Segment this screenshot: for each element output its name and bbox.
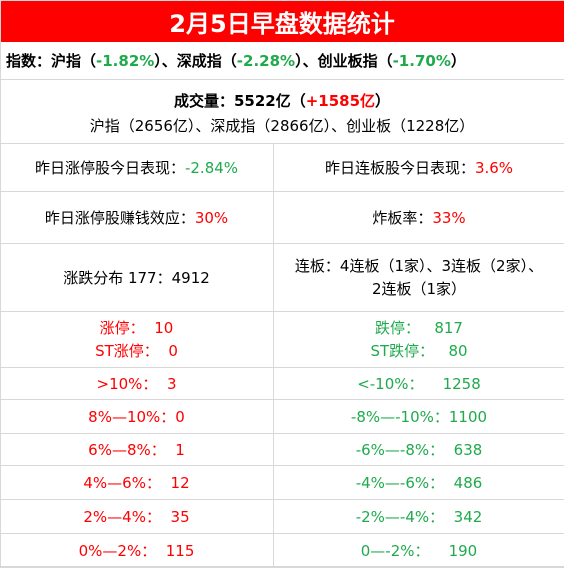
st-limit-down-label: ST跌停： (370, 341, 435, 360)
consecutive-boards: 连板：4连板（1家）、3连板（2家）、 2连板（1家） (274, 244, 564, 312)
volume-change: +1585亿 (305, 92, 376, 110)
st-limit-down-value: 80 (448, 341, 468, 360)
cell-label: 炸板率： (372, 209, 433, 227)
limit-up-label: 涨停： (99, 318, 145, 337)
consecutive-line-2: 2连板（1家） (371, 279, 467, 298)
range-down-0-2: 0—-2%： 190 (274, 534, 564, 567)
yesterday-limit-up-performance: 昨日涨停股今日表现： -2.84% (0, 144, 274, 192)
volume-suffix: ） (375, 92, 391, 110)
range-up-gt10: >10%： 3 (0, 368, 274, 400)
sh-index-change: -1.82% (96, 51, 155, 70)
index-summary-row: 指数：沪指（ -1.82% ）、深成指（ -2.28% ）、创业板指（ -1.7… (0, 42, 564, 80)
yesterday-consecutive-performance: 昨日连板股今日表现： 3.6% (274, 144, 564, 192)
range-up-8-10: 8%—10%：0 (0, 400, 274, 434)
volume-total: 成交量：5522亿（+1585亿） (0, 90, 564, 111)
sz-index-change: -2.28% (236, 51, 296, 70)
consecutive-line-1: 连板：4连板（1家）、3连板（2家）、 (294, 256, 544, 275)
volume-label: 成交量：5522亿（ (173, 92, 306, 110)
cell-value: 3.6% (474, 158, 514, 177)
range-down-6-8: -6%—-8%： 638 (274, 434, 564, 466)
st-limit-up-line: ST涨停： 0 (95, 340, 178, 363)
index-sep-2: ）、创业板指（ (295, 52, 393, 70)
cell-label: 昨日涨停股今日表现： (34, 159, 185, 177)
range-down-4-6: -4%—-6%： 486 (274, 466, 564, 500)
break-board-rate: 炸板率： 33% (274, 192, 564, 244)
index-prefix: 指数：沪指（ (6, 52, 97, 70)
volume-row: 成交量：5522亿（+1585亿） 沪指（2656亿）、深成指（2866亿）、创… (0, 80, 564, 144)
st-limit-up-label: ST涨停： (95, 341, 159, 360)
cell-value: 30% (194, 208, 229, 227)
rise-fall-distribution: 涨跌分布 177：4912 (0, 244, 274, 312)
range-down-8-10: -8%—-10%：1100 (274, 400, 564, 434)
limit-down-label: 跌停： (375, 318, 421, 337)
range-down-2-4: -2%—-4%： 342 (274, 500, 564, 534)
limit-up-line: 涨停： 10 (100, 317, 174, 340)
st-limit-up-value: 0 (168, 341, 178, 360)
range-up-4-6: 4%—6%： 12 (0, 466, 274, 500)
limit-up-value: 10 (154, 318, 174, 337)
report-title: 2月5日早盘数据统计 (0, 0, 564, 42)
index-sep-1: ）、深成指（ (154, 52, 237, 70)
range-up-6-8: 6%—8%： 1 (0, 434, 274, 466)
st-limit-down-line: ST跌停： 80 (370, 340, 467, 363)
cell-value: 33% (432, 208, 466, 227)
cell-label: 昨日连板股今日表现： (324, 159, 475, 177)
cy-index-change: -1.70% (392, 51, 451, 70)
volume-breakdown: 沪指（2656亿）、深成指（2866亿）、创业板（1228亿） (89, 117, 475, 135)
index-suffix: ） (450, 52, 466, 70)
range-up-0-2: 0%—2%： 115 (0, 534, 274, 567)
cell-label: 昨日涨停股赚钱效应： (44, 209, 195, 227)
limit-up-counts: 涨停： 10 ST涨停： 0 (0, 312, 274, 368)
limit-down-counts: 跌停： 817 ST跌停： 80 (274, 312, 564, 368)
range-down-lt10: <-10%： 1258 (274, 368, 564, 400)
range-up-2-4: 2%—4%： 35 (0, 500, 274, 534)
profit-effect: 昨日涨停股赚钱效应： 30% (0, 192, 274, 244)
limit-down-line: 跌停： 817 (375, 317, 463, 340)
limit-down-value: 817 (434, 318, 463, 337)
cell-value: -2.84% (184, 158, 239, 177)
